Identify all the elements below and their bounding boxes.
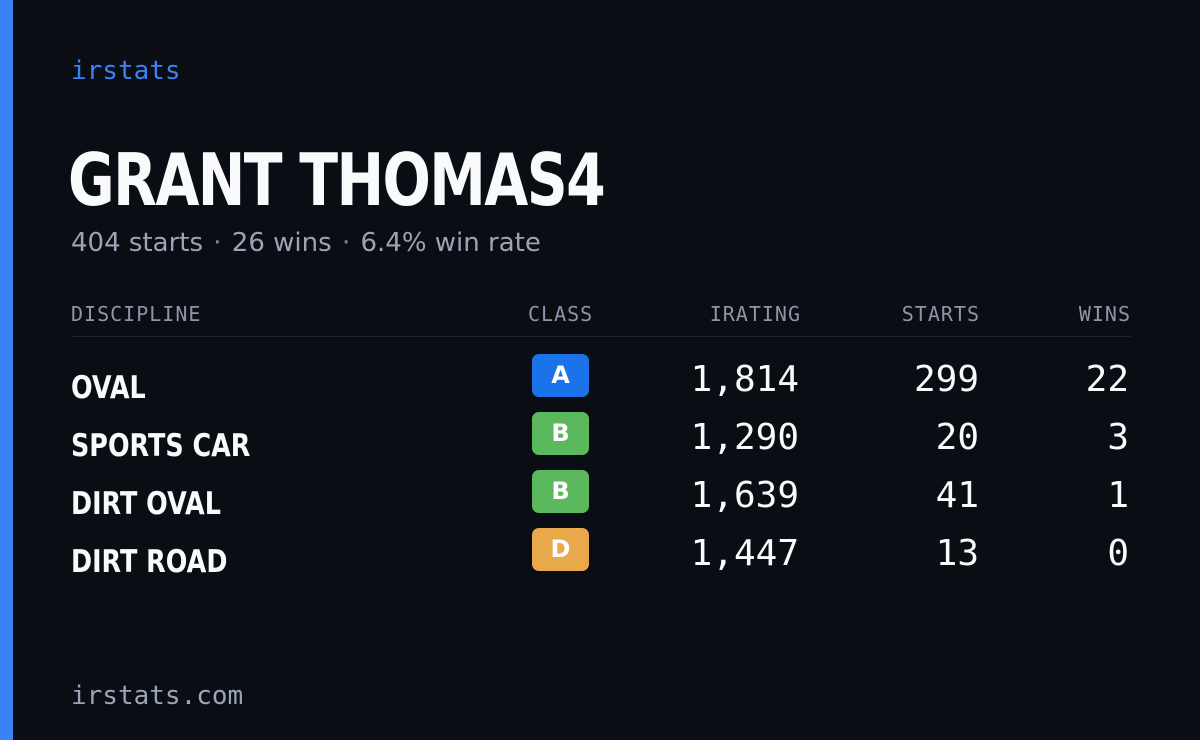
starts-value: 299 <box>913 359 979 400</box>
summary-starts: 404 starts <box>71 228 203 258</box>
footer-url[interactable]: irstats.com <box>71 681 244 711</box>
irating-value: 1,290 <box>690 417 799 458</box>
class-badge: D <box>532 528 589 571</box>
wins-value: 22 <box>1085 359 1129 400</box>
header-class: CLASS <box>528 302 594 326</box>
summary-separator: · <box>341 228 351 258</box>
discipline-name: DIRT OVAL <box>71 486 221 522</box>
wins-value: 1 <box>1107 475 1129 516</box>
summary-separator: · <box>213 228 222 258</box>
summary-win-rate: 6.4% win rate <box>360 228 541 258</box>
discipline-name: DIRT ROAD <box>71 544 228 580</box>
header-irating: IRATING <box>709 302 801 326</box>
header-wins: WINS <box>1078 302 1131 326</box>
accent-bar <box>0 0 13 740</box>
table-row: DIRT OVAL B 1,639 41 1 <box>71 470 1131 528</box>
header-discipline: DISCIPLINE <box>71 302 202 326</box>
class-badge: A <box>532 354 589 397</box>
brand-logo[interactable]: irstats <box>71 56 181 86</box>
class-badge: B <box>532 470 589 513</box>
starts-value: 20 <box>935 417 979 458</box>
irating-value: 1,814 <box>690 359 799 400</box>
summary-wins: 26 wins <box>231 228 332 258</box>
summary-line: 404 starts · 26 wins · 6.4% win rate <box>71 228 541 258</box>
table-header: DISCIPLINE CLASS IRATING STARTS WINS <box>71 296 1131 337</box>
header-starts: STARTS <box>901 302 980 326</box>
wins-value: 3 <box>1107 417 1129 458</box>
table-row: DIRT ROAD D 1,447 13 0 <box>71 528 1131 586</box>
discipline-name: SPORTS CAR <box>71 428 251 464</box>
table-row: SPORTS CAR B 1,290 20 3 <box>71 412 1131 470</box>
irating-value: 1,447 <box>690 533 799 574</box>
irating-value: 1,639 <box>690 475 799 516</box>
starts-value: 41 <box>935 475 979 516</box>
table-row: OVAL A 1,814 299 22 <box>71 354 1131 412</box>
class-badge: B <box>532 412 589 455</box>
starts-value: 13 <box>935 533 979 574</box>
discipline-name: OVAL <box>71 370 146 406</box>
driver-name: GRANT THOMAS4 <box>68 138 606 222</box>
discipline-stats-table: DISCIPLINE CLASS IRATING STARTS WINS OVA… <box>71 296 1131 580</box>
wins-value: 0 <box>1107 533 1129 574</box>
